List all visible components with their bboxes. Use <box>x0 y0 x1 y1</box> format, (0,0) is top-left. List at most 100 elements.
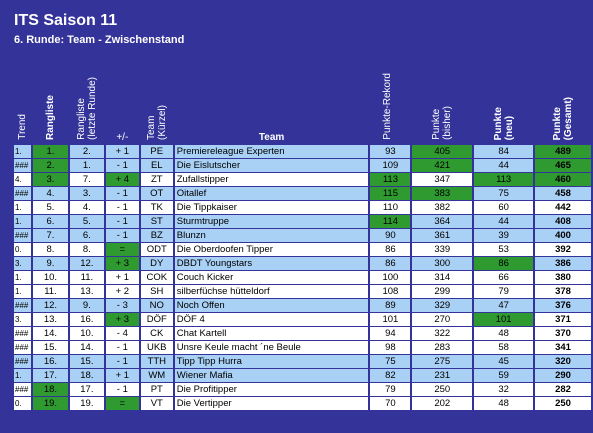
cell: DÖF <box>140 313 173 326</box>
column-header: Team (Kürzel) <box>141 57 173 144</box>
cell: Premiereleague Experten <box>174 145 369 158</box>
cell: 53 <box>474 243 534 256</box>
table-row: 3. 9. 12. + 3 DY DBDT Youngstars 86 300 86 386 <box>14 257 591 270</box>
cell: Couch Kicker <box>174 271 369 284</box>
column-header: Punkte (Gesamt) <box>535 57 591 144</box>
cell: Die Oberdoofen Tipper <box>174 243 369 256</box>
column-header: +/- <box>106 57 139 144</box>
cell: 44 <box>474 215 534 228</box>
cell: 2. <box>32 159 68 172</box>
table-row: ### 7. 6. - 1 BZ Blunzn 90 361 39 400 <box>14 229 591 242</box>
table-row: 1. 10. 11. + 1 COK Couch Kicker 100 314 66 380 <box>14 271 591 284</box>
cell: 371 <box>535 313 591 326</box>
cell: 329 <box>412 299 473 312</box>
cell: + 1 <box>105 369 139 382</box>
cell: 7. <box>32 229 68 242</box>
cell: 8. <box>32 243 68 256</box>
cell: Zufallstipper <box>174 173 369 186</box>
cell: ### <box>14 327 31 340</box>
cell: CK <box>140 327 173 340</box>
cell: + 3 <box>105 313 139 326</box>
table-row: 0. 19. 19. = VT Die Vertipper 70 202 48 250 <box>14 397 591 410</box>
cell: - 1 <box>105 229 139 242</box>
table-body: 1. 1. 2. + 1 PE Premiereleague Experten 93 405 8… <box>14 145 591 410</box>
cell: 10. <box>32 271 68 284</box>
cell: 15. <box>69 355 104 368</box>
cell: + 4 <box>105 173 139 186</box>
cell: - 1 <box>105 159 139 172</box>
cell: - 4 <box>105 327 139 340</box>
cell: 421 <box>412 159 473 172</box>
cell: ODT <box>140 243 173 256</box>
cell: 465 <box>535 159 591 172</box>
cell: 1. <box>14 201 31 214</box>
cell: 382 <box>412 201 473 214</box>
table-row: ### 12. 9. - 3 NO Noch Offen 89 329 47 376 <box>14 299 591 312</box>
table-row: ### 15. 14. - 1 UKB Unsre Keule macht ´ne Beu… <box>14 341 591 354</box>
cell: 79 <box>370 383 411 396</box>
cell: 341 <box>535 341 591 354</box>
cell: TTH <box>140 355 173 368</box>
cell: 3. <box>32 173 68 186</box>
cell: 314 <box>412 271 473 284</box>
header-text: Punkte (bisher) <box>431 106 454 140</box>
cell: 14. <box>32 327 68 340</box>
cell: Die Eislutscher <box>174 159 369 172</box>
cell: ### <box>14 299 31 312</box>
cell: 202 <box>412 397 473 410</box>
header-text: Team <box>258 132 285 143</box>
cell: 442 <box>535 201 591 214</box>
column-header: Team <box>175 57 369 144</box>
cell: 18. <box>32 383 68 396</box>
cell: 299 <box>412 285 473 298</box>
cell: 1. <box>14 145 31 158</box>
cell: - 1 <box>105 215 139 228</box>
cell: 3. <box>14 313 31 326</box>
cell: 400 <box>535 229 591 242</box>
cell: 1. <box>14 215 31 228</box>
cell: 322 <box>412 327 473 340</box>
column-header: Punkte (neu) <box>474 57 533 144</box>
cell: 13. <box>32 313 68 326</box>
standings-table: Trend Rangliste Rangliste (letzte Runde) +/… <box>12 56 593 411</box>
cell: - 3 <box>105 299 139 312</box>
cell: 6. <box>69 229 104 242</box>
cell: 60 <box>474 201 534 214</box>
column-header: Rangliste (letzte Runde) <box>70 57 104 144</box>
cell: 320 <box>535 355 591 368</box>
table-row: ### 14. 10. - 4 CK Chat Kartell 94 322 48 370 <box>14 327 591 340</box>
cell: 70 <box>370 397 411 410</box>
cell: 48 <box>474 397 534 410</box>
table-row: ### 18. 17. - 1 PT Die Profitipper 79 250 32 282 <box>14 383 591 396</box>
cell: ZT <box>140 173 173 186</box>
cell: 405 <box>412 145 473 158</box>
cell: 270 <box>412 313 473 326</box>
cell: + 2 <box>105 285 139 298</box>
cell: 48 <box>474 327 534 340</box>
cell: 17. <box>69 383 104 396</box>
cell: 14. <box>69 341 104 354</box>
cell: TK <box>140 201 173 214</box>
cell: ### <box>14 355 31 368</box>
cell: Wiener Mafia <box>174 369 369 382</box>
column-header: Punkte-Rekord <box>370 57 410 144</box>
cell: 16. <box>69 313 104 326</box>
cell: 39 <box>474 229 534 242</box>
cell: 283 <box>412 341 473 354</box>
cell: 0. <box>14 397 31 410</box>
cell: 1. <box>32 145 68 158</box>
cell: 100 <box>370 271 411 284</box>
cell: - 1 <box>105 383 139 396</box>
header-text: Rangliste (letzte Runde) <box>75 77 98 140</box>
cell: PE <box>140 145 173 158</box>
cell: 75 <box>370 355 411 368</box>
cell: 2. <box>69 145 104 158</box>
cell: 4. <box>32 187 68 200</box>
cell: 361 <box>412 229 473 242</box>
cell: ### <box>14 383 31 396</box>
cell: 347 <box>412 173 473 186</box>
cell: 86 <box>370 243 411 256</box>
cell: Unsre Keule macht ´ne Beule <box>174 341 369 354</box>
cell: - 1 <box>105 355 139 368</box>
table-row: 0. 8. 8. = ODT Die Oberdoofen Tipper 86 339 53 39… <box>14 243 591 256</box>
